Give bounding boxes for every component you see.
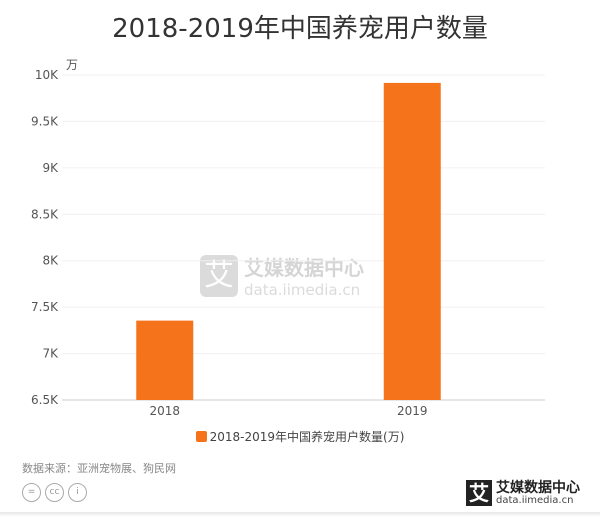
chart-title: 2018-2019年中国养宠用户数量	[112, 14, 488, 44]
x-tick-label: 2018	[149, 404, 180, 418]
y-axis-unit: 万	[66, 58, 78, 72]
y-tick-label: 9K	[42, 161, 59, 175]
data-source: 数据来源：亚洲宠物展、狗民网	[22, 462, 176, 475]
y-tick-label: 8K	[42, 254, 59, 268]
y-tick-label: 10K	[35, 68, 59, 82]
y-tick-label: 8.5K	[31, 207, 59, 221]
watermark: 艾 艾媒数据中心 data.iimedia.cn	[200, 252, 364, 299]
legend[interactable]: 2018-2019年中国养宠用户数量(万)	[0, 428, 600, 445]
y-tick-label: 6.5K	[31, 393, 59, 407]
brand-url: data.iimedia.cn	[496, 494, 574, 506]
brand-name: 艾媒数据中心	[496, 479, 580, 496]
creative-commons-icon: cc	[45, 483, 64, 502]
license-icons: = cc i	[22, 483, 87, 502]
no-derivatives-icon: =	[22, 483, 41, 502]
watermark-name: 艾媒数据中心	[244, 256, 364, 280]
legend-label: 2018-2019年中国养宠用户数量(万)	[209, 430, 405, 444]
attribution-icon: i	[68, 483, 87, 502]
watermark-logo-icon: 艾	[200, 254, 238, 297]
bar-chart: 6.5K 7K 7.5K 8K 8.5K 9K 9.5K 10K 万 2018 2019	[31, 58, 545, 418]
brand-logo-icon: 艾	[466, 480, 492, 506]
y-tick-label: 9.5K	[31, 114, 59, 128]
watermark-url: data.iimedia.cn	[244, 281, 361, 299]
x-tick-label: 2019	[397, 404, 428, 418]
y-tick-label: 7K	[42, 347, 59, 361]
bar-2018	[136, 320, 194, 400]
y-tick-label: 7.5K	[31, 300, 59, 314]
legend-swatch	[195, 431, 207, 442]
footer-divider	[0, 512, 600, 517]
bar-2019	[383, 82, 441, 401]
brand-logo: 艾 艾媒数据中心 data.iimedia.cn	[466, 480, 580, 506]
